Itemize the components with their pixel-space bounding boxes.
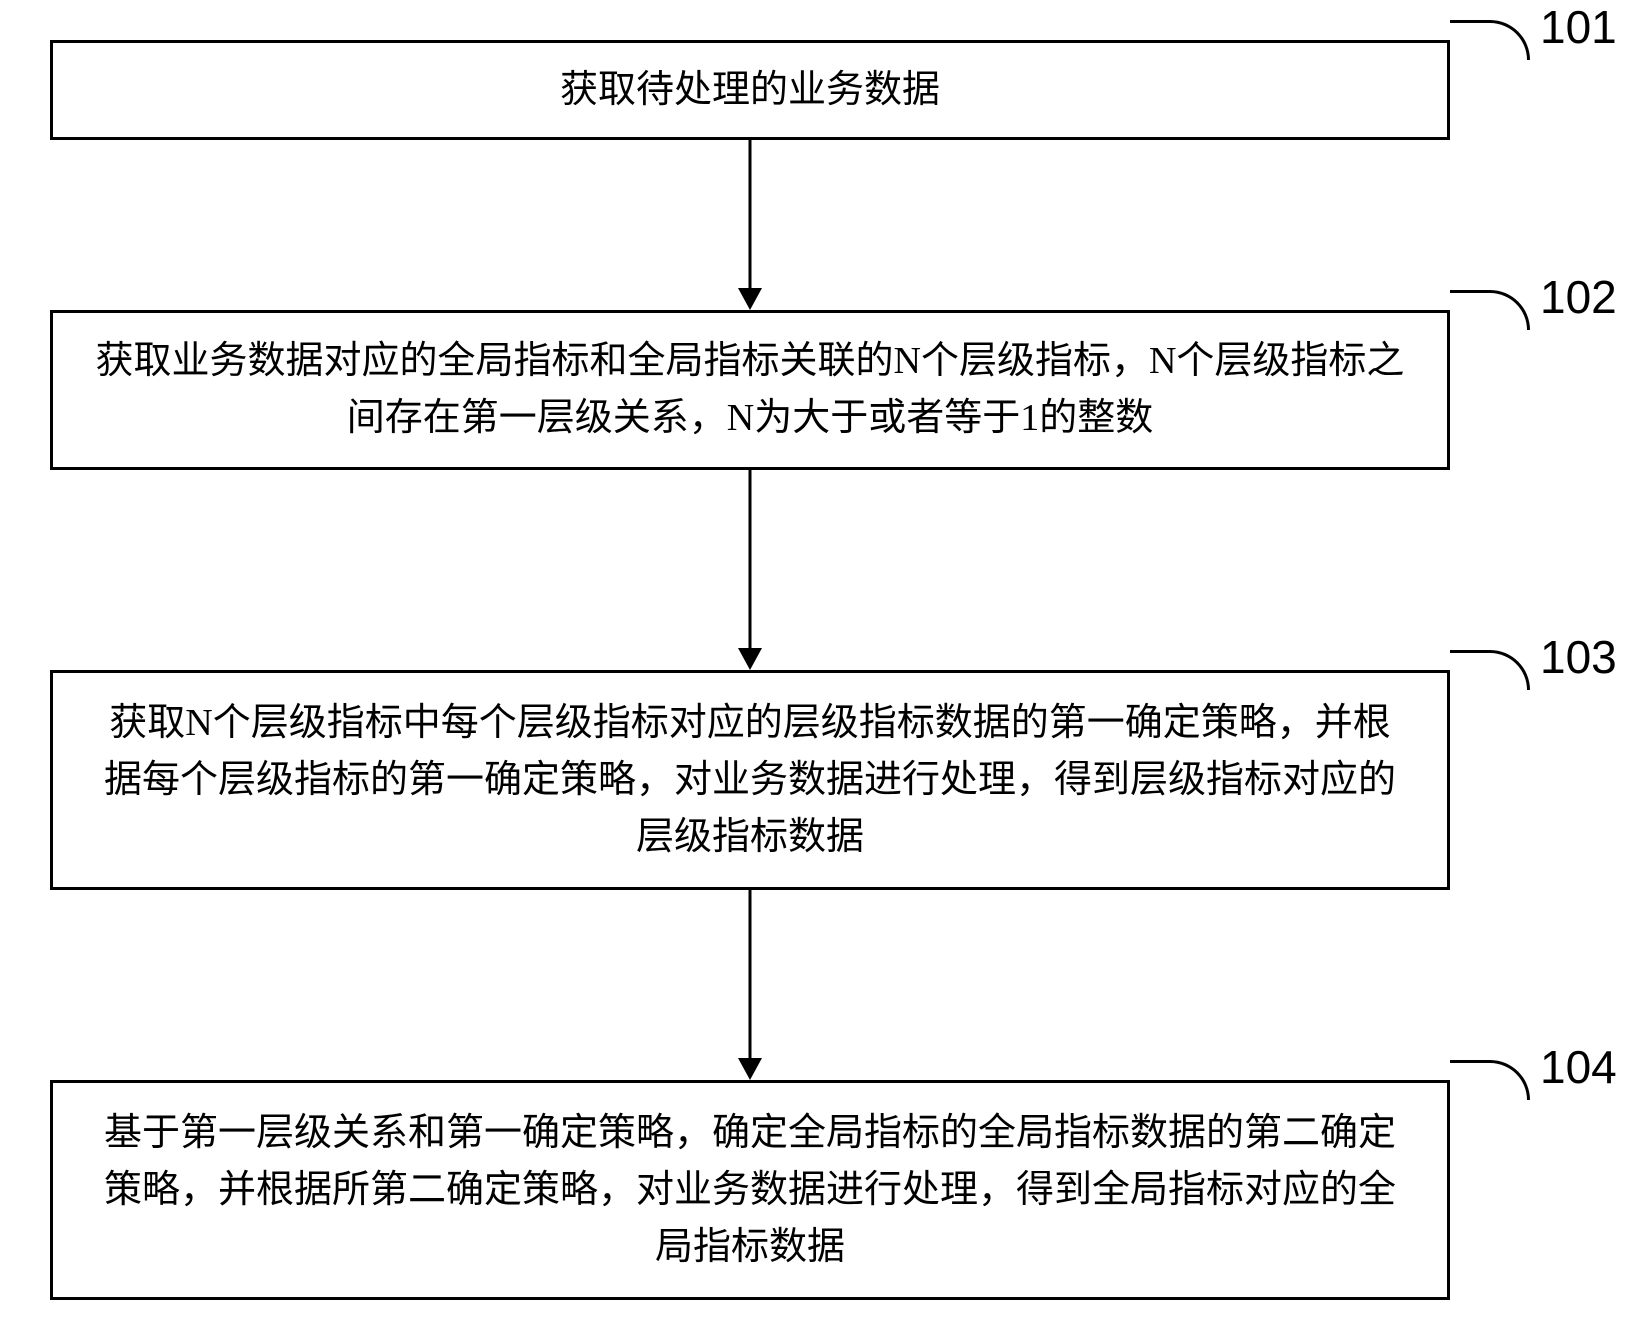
leader-line bbox=[1450, 1060, 1530, 1100]
leader-line bbox=[1450, 650, 1530, 690]
flow-node-101: 获取待处理的业务数据 bbox=[50, 40, 1450, 140]
flowchart-canvas: 获取待处理的业务数据 101 获取业务数据对应的全局指标和全局指标关联的N个层级… bbox=[0, 0, 1635, 1331]
edge-arrowhead bbox=[738, 288, 762, 310]
flow-node-label: 102 bbox=[1540, 270, 1617, 324]
flow-node-104: 基于第一层级关系和第一确定策略，确定全局指标的全局指标数据的第二确定策略，并根据… bbox=[50, 1080, 1450, 1300]
edge-line bbox=[749, 470, 752, 648]
flow-node-label: 103 bbox=[1540, 630, 1617, 684]
leader-line bbox=[1450, 20, 1530, 60]
flow-node-102: 获取业务数据对应的全局指标和全局指标关联的N个层级指标，N个层级指标之间存在第一… bbox=[50, 310, 1450, 470]
flow-node-label: 101 bbox=[1540, 0, 1617, 54]
edge-line bbox=[749, 140, 752, 288]
flow-node-text: 获取N个层级指标中每个层级指标对应的层级指标数据的第一确定策略，并根据每个层级指… bbox=[93, 695, 1407, 866]
flow-node-103: 获取N个层级指标中每个层级指标对应的层级指标数据的第一确定策略，并根据每个层级指… bbox=[50, 670, 1450, 890]
edge-arrowhead bbox=[738, 648, 762, 670]
flow-node-label: 104 bbox=[1540, 1040, 1617, 1094]
edge-arrowhead bbox=[738, 1058, 762, 1080]
edge-line bbox=[749, 890, 752, 1058]
flow-node-text: 获取待处理的业务数据 bbox=[560, 62, 940, 119]
flow-node-text: 基于第一层级关系和第一确定策略，确定全局指标的全局指标数据的第二确定策略，并根据… bbox=[93, 1105, 1407, 1276]
flow-node-text: 获取业务数据对应的全局指标和全局指标关联的N个层级指标，N个层级指标之间存在第一… bbox=[93, 333, 1407, 447]
leader-line bbox=[1450, 290, 1530, 330]
